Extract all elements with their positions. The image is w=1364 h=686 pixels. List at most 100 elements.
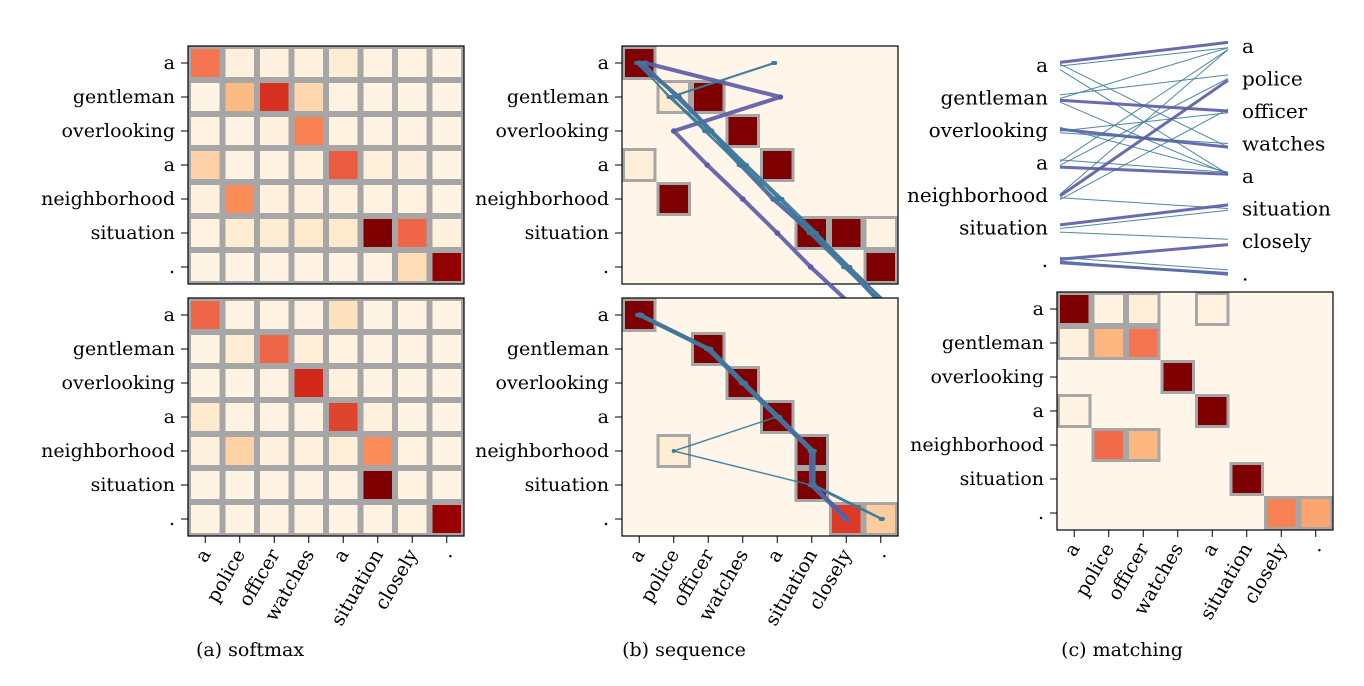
cell-4-6 xyxy=(395,434,430,468)
cell-4-4 xyxy=(326,182,361,216)
col-label-4: a xyxy=(1198,540,1223,561)
cell-1-2 xyxy=(257,80,292,114)
right-word-3: watches xyxy=(1242,132,1325,156)
left-word-5: situation xyxy=(959,216,1048,240)
path-7 xyxy=(638,62,883,302)
cell-4-5 xyxy=(360,434,395,468)
cell-4-2 xyxy=(257,182,292,216)
cell-3-1 xyxy=(222,400,257,434)
row-label-4: neighborhood xyxy=(41,440,175,462)
row-label-1: gentleman xyxy=(507,338,609,360)
cell-5-6 xyxy=(395,216,430,250)
heatmap-sequence-top: a gentleman overlooking a neighborhood situat… xyxy=(475,45,899,338)
row-label-0: a xyxy=(164,304,175,326)
cell-4-7 xyxy=(429,434,464,468)
cell-4-3 xyxy=(291,434,326,468)
cell-5-3 xyxy=(291,216,326,250)
right-word-5: situation xyxy=(1242,197,1331,221)
row-label-6: . xyxy=(1038,502,1044,524)
cell-3-6 xyxy=(395,148,430,182)
cell-0-0 xyxy=(188,298,223,332)
cell-3-4 xyxy=(326,148,361,182)
link-13 xyxy=(1059,49,1229,163)
row-label-1: gentleman xyxy=(942,332,1044,354)
path-6-point-2 xyxy=(710,129,715,133)
cell-1-4 xyxy=(326,80,361,114)
cell-0-1 xyxy=(222,298,257,332)
right-word-4: a xyxy=(1242,164,1254,188)
row-label-6: . xyxy=(169,256,175,278)
cell-4-0 xyxy=(188,182,223,216)
cell-0-3 xyxy=(291,46,326,80)
cell-6-6 xyxy=(395,502,430,536)
cell-3-0 xyxy=(188,400,223,434)
cell-2-3 xyxy=(1160,360,1195,394)
cell-4-3 xyxy=(291,182,326,216)
row-label-1: gentleman xyxy=(507,86,609,108)
cell-0-6 xyxy=(395,46,430,80)
row-label-3: a xyxy=(598,406,609,428)
cell-6-7 xyxy=(429,502,464,536)
path-7-point-1 xyxy=(666,95,671,99)
row-label-2: overlooking xyxy=(496,120,609,142)
cell-2-6 xyxy=(395,114,430,148)
row-label-5: situation xyxy=(525,474,609,496)
row-label-0: a xyxy=(598,304,609,326)
path-4-point-2 xyxy=(743,381,748,385)
path-7-point-3 xyxy=(736,163,741,167)
col-label-7: . xyxy=(435,546,457,562)
link-22 xyxy=(1059,231,1229,240)
path-1-point-2 xyxy=(670,128,677,134)
row-label-3: a xyxy=(598,154,609,176)
cell-1-2 xyxy=(1126,326,1161,360)
cell-5-7 xyxy=(429,216,464,250)
row-label-6: . xyxy=(603,508,609,530)
link-23 xyxy=(1059,243,1229,261)
cell-1-6 xyxy=(395,80,430,114)
path-6-point-0 xyxy=(641,61,646,65)
cell-6-4 xyxy=(326,250,361,284)
cell-6-1 xyxy=(222,250,257,284)
row-label-4: neighborhood xyxy=(910,434,1044,456)
path-4-point-4 xyxy=(812,449,817,453)
cell-4-7 xyxy=(429,182,464,216)
cell-2-7 xyxy=(429,366,464,400)
path-5-point-4 xyxy=(772,197,777,201)
cell-6-4 xyxy=(326,502,361,536)
left-word-1: gentleman xyxy=(940,86,1048,110)
cell-4-4 xyxy=(326,434,361,468)
link-16 xyxy=(1059,79,1229,198)
cell-4-1 xyxy=(656,434,691,468)
cell-4-0 xyxy=(188,434,223,468)
cell-0-4 xyxy=(326,46,361,80)
link-10 xyxy=(1059,126,1229,173)
row-label-2: overlooking xyxy=(496,372,609,394)
cell-0-0 xyxy=(1057,292,1092,326)
right-word-0: a xyxy=(1242,34,1254,58)
left-word-2: overlooking xyxy=(929,118,1049,142)
link-21 xyxy=(1059,209,1229,229)
link-15 xyxy=(1059,159,1229,173)
cell-1-5 xyxy=(360,80,395,114)
cell-2-3 xyxy=(725,366,760,400)
heatmap-matching-bottom: a gentleman overlooking a neighborhood situat… xyxy=(910,291,1334,624)
col-label-4: a xyxy=(329,546,354,567)
cell-6-2 xyxy=(257,502,292,536)
row-label-5: situation xyxy=(960,468,1044,490)
row-label-2: overlooking xyxy=(931,366,1044,388)
row-label-4: neighborhood xyxy=(475,188,609,210)
row-label-3: a xyxy=(164,154,175,176)
cell-2-4 xyxy=(326,366,361,400)
path-7-point-6 xyxy=(843,265,848,269)
row-label-0: a xyxy=(1033,298,1044,320)
cell-1-4 xyxy=(326,332,361,366)
caption-matching: (c) matching xyxy=(1061,639,1183,661)
cell-3-0 xyxy=(188,148,223,182)
right-word-7: . xyxy=(1242,262,1248,286)
heatmap-sequence-bottom: a gentleman overlooking a neighborhood situat… xyxy=(475,297,899,630)
cell-1-0 xyxy=(1057,326,1092,360)
cell-5-4 xyxy=(326,468,361,502)
link-25 xyxy=(1059,256,1229,271)
cell-6-7 xyxy=(1298,496,1333,530)
cell-6-0 xyxy=(188,502,223,536)
